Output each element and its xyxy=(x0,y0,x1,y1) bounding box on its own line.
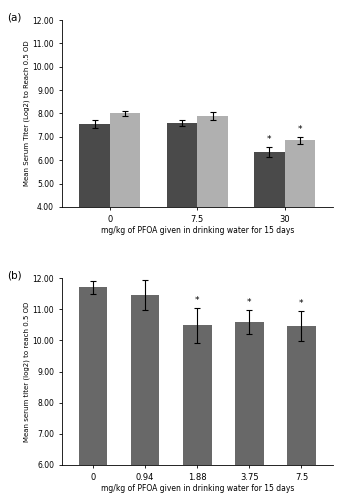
Bar xyxy=(167,123,197,300)
Bar xyxy=(197,116,228,300)
Y-axis label: Mean Serum Titer (Log2) to Reach 0.5 OD: Mean Serum Titer (Log2) to Reach 0.5 OD xyxy=(23,40,29,186)
Bar xyxy=(110,114,140,300)
Bar xyxy=(287,326,316,500)
Bar xyxy=(235,322,264,500)
Text: *: * xyxy=(195,296,200,304)
Text: *: * xyxy=(298,125,302,134)
Bar xyxy=(183,326,212,500)
Bar xyxy=(285,140,315,300)
Y-axis label: Mean serum titer (log2) to reach 0.5 OD: Mean serum titer (log2) to reach 0.5 OD xyxy=(23,302,29,442)
X-axis label: mg/kg of PFOA given in drinking water for 15 days: mg/kg of PFOA given in drinking water fo… xyxy=(100,484,294,494)
X-axis label: mg/kg of PFOA given in drinking water for 15 days: mg/kg of PFOA given in drinking water fo… xyxy=(100,226,294,235)
Bar xyxy=(131,295,159,500)
Bar xyxy=(254,152,285,300)
Text: *: * xyxy=(247,298,251,306)
Text: (a): (a) xyxy=(8,12,22,22)
Bar xyxy=(79,288,107,500)
Text: (b): (b) xyxy=(8,270,22,280)
Text: *: * xyxy=(267,135,272,144)
Bar xyxy=(79,124,110,300)
Text: *: * xyxy=(299,298,304,308)
